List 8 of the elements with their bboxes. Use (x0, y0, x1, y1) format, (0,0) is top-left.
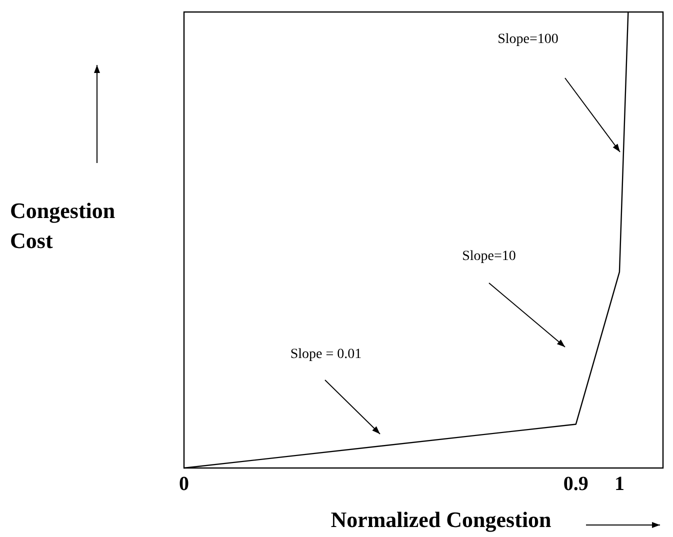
y-axis-title: Congestion Cost (10, 198, 116, 253)
x-tick-label: 0.9 (563, 473, 588, 495)
annotation: Slope=10 (462, 249, 516, 264)
annotation: Slope = 0.01 (290, 347, 362, 362)
x-axis-title: Normalized Congestion (330, 507, 552, 532)
x-tick-label: 0 (179, 473, 189, 495)
annotation: Slope=100 (498, 32, 558, 47)
x-tick-label: 1 (614, 473, 624, 495)
